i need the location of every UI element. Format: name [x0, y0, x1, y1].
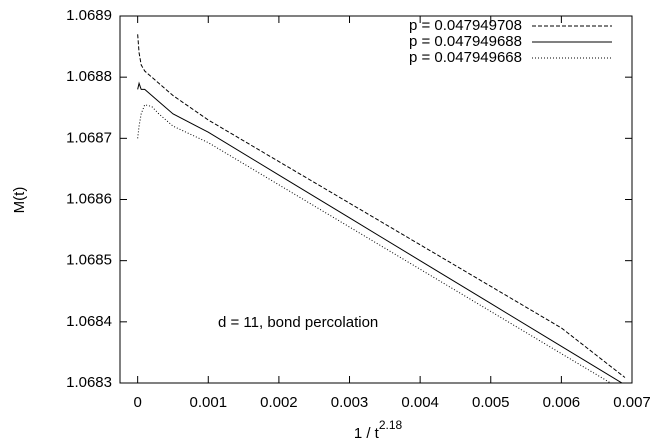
y-tick-label: 1.0688: [66, 68, 112, 85]
y-tick-label: 1.0686: [66, 190, 112, 207]
x-axis-label-base: 1 / t: [354, 425, 380, 442]
annotation: d = 11, bond percolation: [218, 314, 378, 331]
x-axis-label: 1 / t2.18: [354, 418, 403, 442]
y-tick-label: 1.0684: [66, 313, 112, 330]
x-axis-label-exponent: 2.18: [379, 418, 403, 432]
series-line: [137, 104, 612, 383]
y-axis-label: M(t): [11, 187, 28, 214]
y-tick-label: 1.0689: [66, 7, 112, 24]
y-tick-label: 1.0687: [66, 129, 112, 146]
legend-label: p = 0.047949668: [409, 49, 522, 66]
x-tick-label: 0.005: [472, 394, 510, 411]
y-tick-label: 1.0685: [66, 252, 112, 269]
series-line: [137, 81, 623, 383]
legend-label: p = 0.047949708: [409, 17, 522, 34]
y-tick-label: 1.0683: [66, 374, 112, 391]
x-tick-label: 0.001: [190, 394, 228, 411]
plot-area: [137, 34, 626, 383]
x-tick-label: 0: [133, 394, 141, 411]
x-tick-label: 0.002: [260, 394, 298, 411]
series-line: [137, 34, 626, 378]
x-tick-label: 0.006: [543, 394, 581, 411]
x-tick-label: 0.004: [401, 394, 439, 411]
x-tick-label: 0.007: [613, 394, 650, 411]
x-tick-label: 0.003: [331, 394, 369, 411]
legend-label: p = 0.047949688: [409, 33, 522, 50]
